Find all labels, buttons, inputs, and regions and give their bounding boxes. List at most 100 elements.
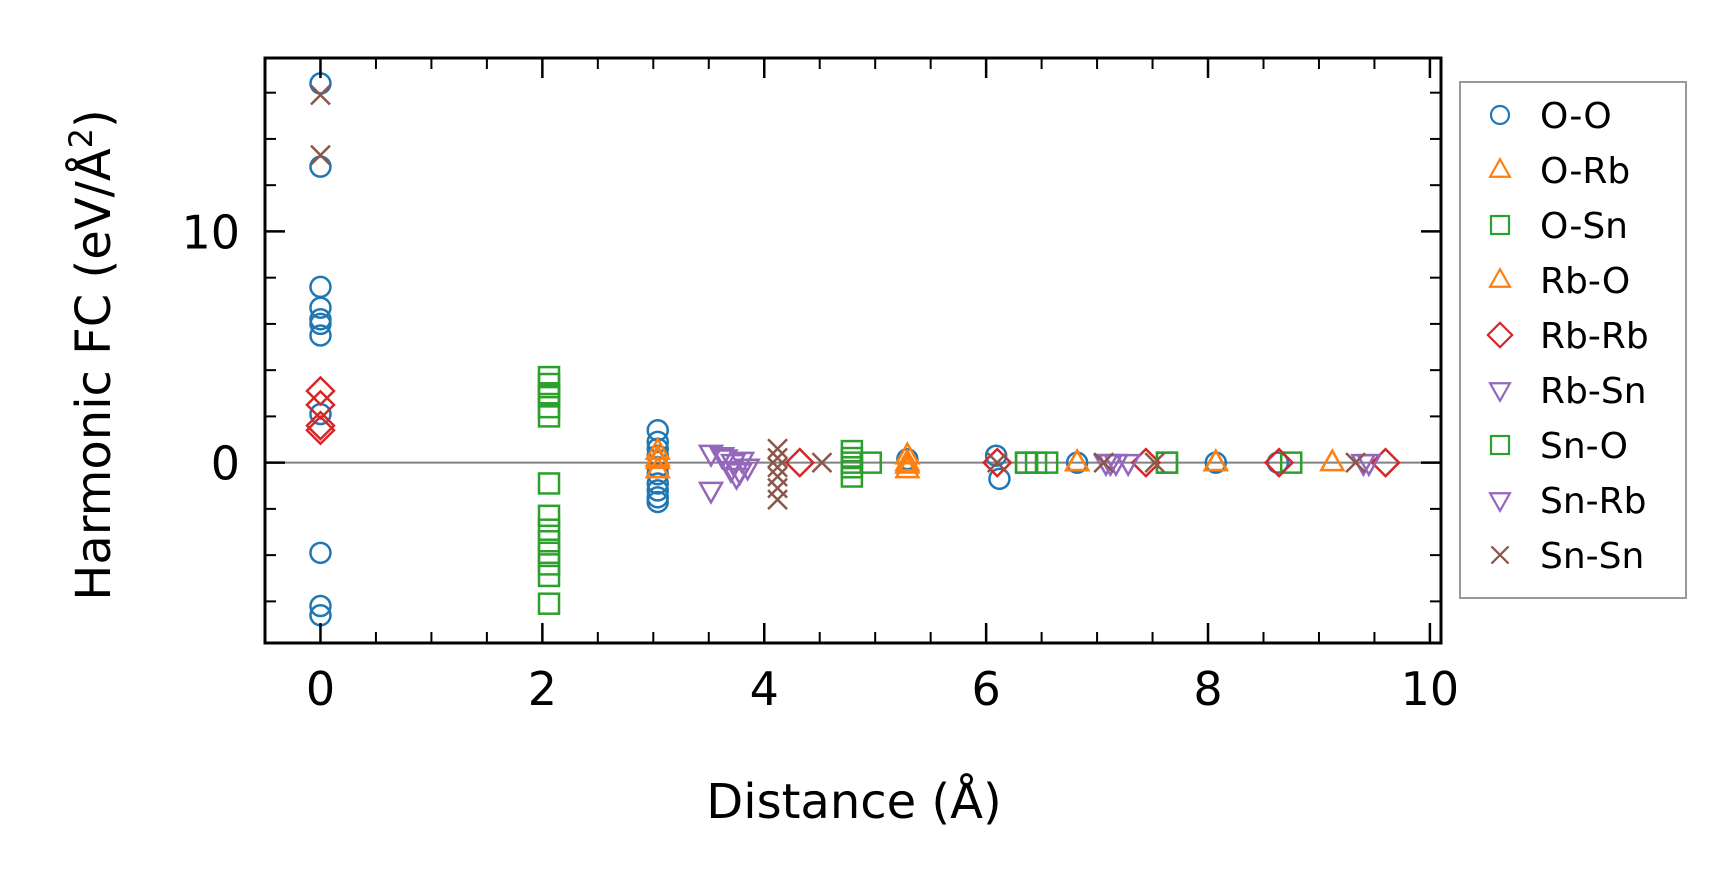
legend-marker: [1490, 545, 1510, 565]
data-point: [309, 541, 332, 565]
data-point: [811, 452, 833, 474]
data-point: [1266, 451, 1290, 474]
data-point: [310, 84, 331, 106]
legend-item-o-o: O-O: [1489, 96, 1612, 137]
legend-item-o-rb: O-Rb: [1488, 151, 1630, 192]
legend-item-sn-rb: Sn-Rb: [1488, 481, 1647, 522]
x-tick-label: 6: [971, 662, 1000, 716]
data-point: [644, 445, 671, 470]
data-point: [309, 312, 332, 336]
data-point: [1063, 448, 1091, 472]
legend-item-rb-sn: Rb-Sn: [1488, 371, 1647, 412]
data-point: [784, 447, 816, 478]
legend-marker: [1488, 266, 1512, 288]
legend-marker: [1488, 492, 1512, 514]
legend-item-o-sn: O-Sn: [1489, 206, 1628, 247]
y-axis-label-superscript: 2: [62, 128, 100, 148]
data-point: [309, 324, 332, 347]
data-point: [1114, 453, 1142, 478]
legend-item-rb-rb: Rb-Rb: [1486, 316, 1649, 357]
data-point: [309, 594, 332, 618]
legend-marker: [1488, 382, 1512, 404]
data-point: [1014, 451, 1038, 474]
legend-frame: [1459, 81, 1687, 599]
data-point: [537, 518, 561, 541]
data-point: [894, 455, 921, 479]
data-point: [309, 296, 332, 319]
data-point: [305, 410, 336, 441]
data-point: [646, 490, 669, 514]
data-point: [708, 446, 736, 471]
series-sn-sn: [310, 84, 1366, 511]
data-point: [767, 447, 788, 469]
data-point: [305, 375, 336, 407]
data-point: [717, 460, 745, 485]
series-rb-o: [644, 445, 1229, 472]
x-tick-label: 8: [1193, 662, 1222, 716]
data-point: [767, 438, 788, 460]
legend-label: Rb-Sn: [1540, 371, 1647, 412]
x-axis-label: Distance (Å): [706, 773, 1001, 830]
legend-label: Sn-O: [1540, 426, 1628, 467]
data-point: [767, 489, 788, 511]
legend-marker: [1489, 104, 1511, 126]
data-point: [537, 553, 561, 576]
x-tick-label: 4: [750, 662, 779, 716]
legend-label: Rb-Rb: [1540, 316, 1649, 357]
legend-label: O-Rb: [1540, 151, 1630, 192]
data-point: [537, 382, 561, 405]
data-point: [734, 458, 761, 482]
legend-label: O-Sn: [1540, 206, 1628, 247]
data-marks: [305, 72, 1401, 627]
data-point: [894, 441, 921, 465]
data-point: [728, 451, 756, 475]
data-point: [1263, 447, 1295, 478]
y-tick-labels: 0 10: [181, 205, 240, 490]
data-point: [1202, 448, 1229, 472]
data-point: [537, 592, 561, 615]
data-point: [646, 472, 669, 495]
legend-label: O-O: [1540, 96, 1612, 137]
data-point: [537, 472, 561, 495]
data-point: [984, 444, 1008, 467]
data-point: [305, 415, 336, 446]
data-point: [1370, 447, 1401, 478]
legend: O-O O-Rb O-Sn Rb-O Rb-Rb Rb-Sn Sn-O Sn-Rb Sn-Sn: [1459, 81, 1687, 599]
y-axis-label-main: Harmonic FC (eV/Å: [65, 148, 122, 601]
y-axis-label-end: ): [66, 109, 122, 128]
legend-items: O-O O-Rb O-Sn Rb-O Rb-Rb Rb-Sn Sn-O Sn-Rb Sn-Sn: [1486, 96, 1649, 577]
legend-item-sn-o: Sn-O: [1489, 426, 1628, 467]
legend-marker: [1489, 214, 1511, 236]
data-point: [1144, 452, 1166, 474]
data-point: [537, 504, 561, 528]
legend-label: Sn-Sn: [1540, 536, 1644, 577]
data-point: [1093, 452, 1115, 474]
data-point: [1345, 452, 1366, 474]
legend-marker: [1488, 156, 1512, 178]
legend-marker: [1486, 321, 1514, 349]
legend-marker: [1489, 434, 1511, 456]
y-tick-label: 0: [211, 437, 240, 491]
data-point: [894, 448, 921, 472]
plot-frame: [263, 56, 1443, 645]
series-sn-o: [537, 382, 1179, 474]
data-point: [697, 481, 725, 505]
data-point: [712, 449, 739, 473]
data-point: [646, 479, 669, 502]
data-point: [646, 430, 669, 454]
x-tick-label: 2: [528, 662, 557, 716]
data-point: [988, 467, 1011, 491]
y-tick-label: 10: [181, 205, 240, 259]
x-tick-label: 10: [1401, 662, 1460, 716]
x-tick-label: 0: [306, 662, 335, 716]
legend-item-sn-sn: Sn-Sn: [1490, 536, 1644, 577]
data-point: [767, 456, 788, 478]
legend-label: Sn-Rb: [1540, 481, 1647, 522]
x-tick-labels: 0 2 4 6 8 10: [306, 662, 1459, 716]
data-point: [1279, 451, 1303, 474]
legend-item-rb-o: Rb-O: [1488, 261, 1630, 302]
data-point: [537, 564, 561, 588]
data-point: [537, 530, 561, 553]
data-point: [310, 144, 331, 166]
